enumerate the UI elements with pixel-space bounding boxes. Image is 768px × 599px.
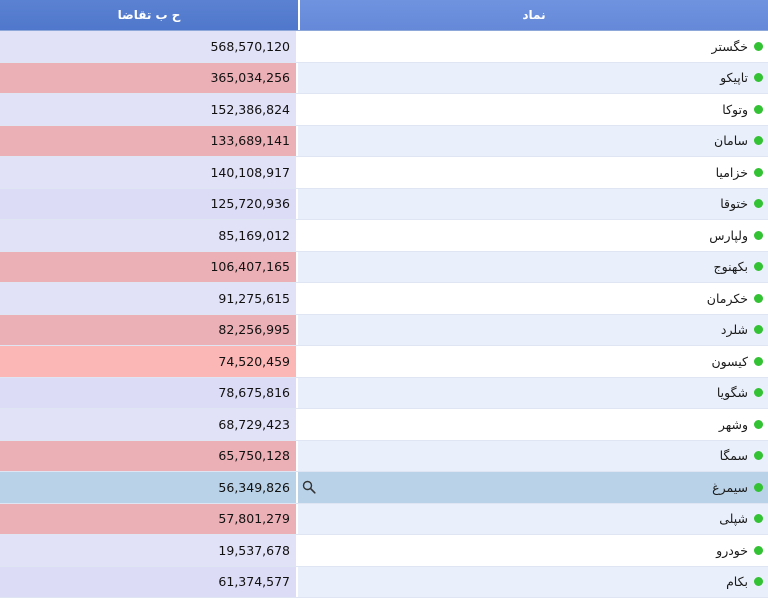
symbol-cell[interactable]: خگستر: [298, 31, 768, 62]
table-row[interactable]: 74,520,459 کیسون: [0, 346, 768, 378]
symbol-cell[interactable]: بکهنوج: [298, 251, 768, 282]
bid-volume-cell: 19,537,678: [0, 535, 298, 566]
search-icon[interactable]: [302, 480, 316, 494]
symbol-cell[interactable]: ولپارس: [298, 220, 768, 251]
table-row[interactable]: 61,374,577 بکام: [0, 566, 768, 598]
table-row[interactable]: 78,675,816 شگویا: [0, 377, 768, 409]
bid-volume-cell: 133,689,141: [0, 125, 298, 156]
symbol-cell[interactable]: تاپیکو: [298, 62, 768, 93]
symbol-cell[interactable]: شپلی: [298, 503, 768, 534]
status-dot-icon: [754, 167, 763, 177]
symbol-label: سامان: [714, 133, 748, 149]
status-dot-icon: [754, 262, 763, 272]
bid-volume-cell: 78,675,816: [0, 377, 298, 408]
status-dot-icon: [754, 199, 763, 209]
status-dot-icon: [754, 73, 763, 83]
symbol-label: سمگا: [719, 448, 748, 464]
table-row[interactable]: 365,034,256 تاپیکو: [0, 62, 768, 94]
table-row[interactable]: 125,720,936 ختوقا: [0, 188, 768, 220]
table-row[interactable]: 65,750,128 سمگا: [0, 440, 768, 472]
table-row[interactable]: 106,407,165 بکهنوج: [0, 251, 768, 283]
table-row[interactable]: 82,256,995 شلرد: [0, 314, 768, 346]
bid-volume-cell: 140,108,917: [0, 157, 298, 188]
symbol-cell[interactable]: شگویا: [298, 377, 768, 408]
symbol-cell[interactable]: وتوکا: [298, 94, 768, 125]
symbol-cell[interactable]: خزامیا: [298, 157, 768, 188]
bid-volume-cell: 65,750,128: [0, 440, 298, 471]
bid-volume-cell: 57,801,279: [0, 503, 298, 534]
table-row[interactable]: 57,801,279 شپلی: [0, 503, 768, 535]
column-header-bid-volume[interactable]: ح ب تقاضا: [0, 0, 300, 30]
status-dot-icon: [754, 136, 763, 146]
symbol-cell[interactable]: ختوقا: [298, 188, 768, 219]
status-dot-icon: [754, 451, 763, 461]
column-header-symbol[interactable]: نماد: [300, 0, 768, 30]
status-dot-icon: [754, 41, 763, 51]
symbol-cell[interactable]: خکرمان: [298, 283, 768, 314]
status-dot-icon: [754, 388, 763, 398]
symbol-label: ولپارس: [709, 227, 748, 243]
symbol-label: بکهنوج: [713, 259, 748, 275]
bid-volume-cell: 365,034,256: [0, 62, 298, 93]
bid-volume-cell: 68,729,423: [0, 409, 298, 440]
bid-volume-cell: 82,256,995: [0, 314, 298, 345]
symbol-cell[interactable]: سیمرغ: [298, 472, 768, 503]
table-row[interactable]: 85,169,012 ولپارس: [0, 220, 768, 252]
grid-body: 568,570,120 خگستر 365,034,256 تاپیکو 152,386…: [0, 31, 768, 598]
symbol-cell[interactable]: خودرو: [298, 535, 768, 566]
bid-volume-cell: 61,374,577: [0, 566, 298, 597]
table-row[interactable]: 133,689,141 سامان: [0, 125, 768, 157]
bid-volume-cell: 125,720,936: [0, 188, 298, 219]
symbol-label: شگویا: [716, 385, 748, 401]
table-row[interactable]: 140,108,917 خزامیا: [0, 157, 768, 189]
symbol-label: وتوکا: [722, 101, 748, 117]
table-row[interactable]: 91,275,615 خکرمان: [0, 283, 768, 315]
symbol-label: کیسون: [711, 353, 748, 369]
symbol-label: شپلی: [719, 511, 748, 527]
symbol-cell[interactable]: وشهر: [298, 409, 768, 440]
status-dot-icon: [754, 545, 763, 555]
symbol-label: خکرمان: [706, 290, 748, 306]
table-row[interactable]: 568,570,120 خگستر: [0, 31, 768, 63]
grid-header: ح ب تقاضا نماد: [0, 0, 768, 31]
symbol-label: بکام: [726, 574, 748, 590]
symbol-cell[interactable]: سامان: [298, 125, 768, 156]
symbol-label: خودرو: [716, 542, 748, 558]
bid-volume-cell: 56,349,826: [0, 472, 298, 503]
symbol-cell[interactable]: سمگا: [298, 440, 768, 471]
bid-volume-cell: 85,169,012: [0, 220, 298, 251]
symbol-cell[interactable]: شلرد: [298, 314, 768, 345]
symbol-cell[interactable]: بکام: [298, 566, 768, 597]
table-row[interactable]: 19,537,678 خودرو: [0, 535, 768, 567]
bid-volume-cell: 152,386,824: [0, 94, 298, 125]
status-dot-icon: [754, 325, 763, 335]
symbol-label: شلرد: [720, 322, 748, 338]
symbol-label: ختوقا: [720, 196, 748, 212]
symbol-label: خزامیا: [715, 164, 748, 180]
bid-volume-cell: 74,520,459: [0, 346, 298, 377]
symbol-label: تاپیکو: [720, 70, 748, 86]
bid-volume-cell: 568,570,120: [0, 31, 298, 62]
status-dot-icon: [754, 104, 763, 114]
table-row[interactable]: 56,349,826 سیمرغ: [0, 472, 768, 504]
status-dot-icon: [754, 514, 763, 524]
table-row[interactable]: 152,386,824 وتوکا: [0, 94, 768, 126]
symbol-label: وشهر: [718, 416, 748, 432]
bid-volume-cell: 91,275,615: [0, 283, 298, 314]
symbol-cell[interactable]: کیسون: [298, 346, 768, 377]
status-dot-icon: [754, 293, 763, 303]
status-dot-icon: [754, 356, 763, 366]
symbol-label: خگستر: [711, 38, 748, 54]
status-dot-icon: [754, 230, 763, 240]
status-dot-icon: [754, 577, 763, 587]
bid-volume-cell: 106,407,165: [0, 251, 298, 282]
symbol-label: سیمرغ: [712, 479, 748, 495]
status-dot-icon: [754, 482, 763, 492]
table-row[interactable]: 68,729,423 وشهر: [0, 409, 768, 441]
status-dot-icon: [754, 419, 763, 429]
